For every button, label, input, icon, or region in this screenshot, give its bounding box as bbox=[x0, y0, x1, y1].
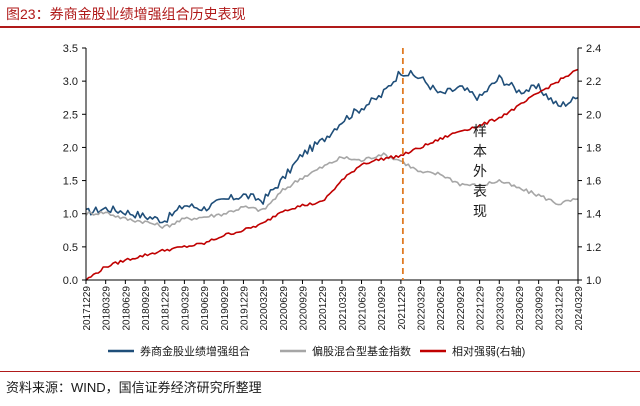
x-tick-label: 20190329 bbox=[180, 286, 191, 331]
title-rule bbox=[0, 26, 640, 28]
x-tick-label: 20200929 bbox=[298, 286, 309, 331]
x-tick-label: 20210629 bbox=[358, 286, 369, 331]
x-tick-label: 20171229 bbox=[82, 286, 93, 331]
x-tick-label: 20190929 bbox=[220, 286, 231, 331]
x-tick-label: 20220929 bbox=[456, 286, 467, 331]
x-tick-label: 20181229 bbox=[161, 286, 172, 331]
figure-title: 图23：券商金股业绩增强组合历史表现 bbox=[6, 6, 246, 22]
x-tick-label: 20190629 bbox=[200, 286, 211, 331]
y-right-tick-label: 2.0 bbox=[586, 109, 601, 121]
y-right-tick-label: 1.6 bbox=[586, 176, 601, 188]
legend-label-1: 券商金股业绩增强组合 bbox=[140, 344, 250, 358]
x-tick-label: 20221229 bbox=[476, 286, 487, 331]
y-left-tick-label: 1.0 bbox=[63, 209, 78, 221]
source-note: 资料来源：WIND，国信证券经济研究所整理 bbox=[6, 380, 262, 395]
x-tick-label: 20180329 bbox=[102, 286, 113, 331]
x-tick-label: 20210929 bbox=[377, 286, 388, 331]
annotation-char: 现 bbox=[473, 203, 487, 219]
x-tick-label: 20220629 bbox=[436, 286, 447, 331]
x-tick-label: 20211229 bbox=[397, 286, 408, 330]
y-left-tick-label: 0.5 bbox=[63, 242, 78, 254]
legend-label-2: 偏股混合型基金指数 bbox=[312, 344, 411, 358]
x-tick-label: 20230929 bbox=[535, 286, 546, 331]
x-tick-label: 20191229 bbox=[239, 286, 250, 331]
y-left-tick-label: 0.0 bbox=[63, 275, 78, 287]
y-left-tick-label: 3.5 bbox=[63, 43, 78, 55]
x-tick-label: 20200329 bbox=[259, 286, 270, 331]
x-tick-label: 20180929 bbox=[141, 286, 152, 331]
x-tick-label: 20180629 bbox=[121, 286, 132, 331]
annotation-char: 表 bbox=[473, 183, 487, 199]
x-tick-label: 20201229 bbox=[318, 286, 329, 331]
legend-label-3: 相对强弱(右轴) bbox=[452, 344, 525, 358]
annotation-char: 样 bbox=[473, 123, 487, 139]
y-right-tick-label: 1.8 bbox=[586, 142, 601, 154]
series-line-3 bbox=[85, 68, 579, 281]
y-left-tick-label: 2.0 bbox=[63, 142, 78, 154]
annotation-char: 外 bbox=[473, 163, 487, 179]
line-chart: 0.0 0.5 1.0 1.5 2.0 2.5 3.0 3.5 1.0 1.2 1.4 1.6 1.8 2… bbox=[63, 43, 602, 358]
y-right-tick-label: 2.2 bbox=[586, 76, 601, 88]
y-right-tick-label: 1.2 bbox=[586, 242, 601, 254]
series-line-1 bbox=[85, 69, 579, 224]
source-rule bbox=[0, 371, 640, 372]
x-tick-label: 20200629 bbox=[279, 286, 290, 331]
y-left-tick-label: 1.5 bbox=[63, 176, 78, 188]
y-right-tick-label: 2.4 bbox=[586, 43, 601, 55]
y-right-tick-label: 1.0 bbox=[586, 275, 601, 287]
y-left-tick-label: 2.5 bbox=[63, 109, 78, 121]
x-tick-label: 20230629 bbox=[515, 286, 526, 331]
x-tick-label: 20230329 bbox=[495, 286, 506, 331]
y-left-tick-label: 3.0 bbox=[63, 76, 78, 88]
series-line-2 bbox=[85, 152, 579, 229]
y-right-tick-label: 1.4 bbox=[586, 209, 601, 221]
x-tick-label: 20220329 bbox=[417, 286, 428, 331]
annotation-char: 本 bbox=[473, 143, 487, 159]
x-tick-label: 20240329 bbox=[574, 286, 585, 331]
x-tick-label: 20231229 bbox=[554, 286, 565, 331]
x-tick-label: 20210329 bbox=[338, 286, 349, 331]
